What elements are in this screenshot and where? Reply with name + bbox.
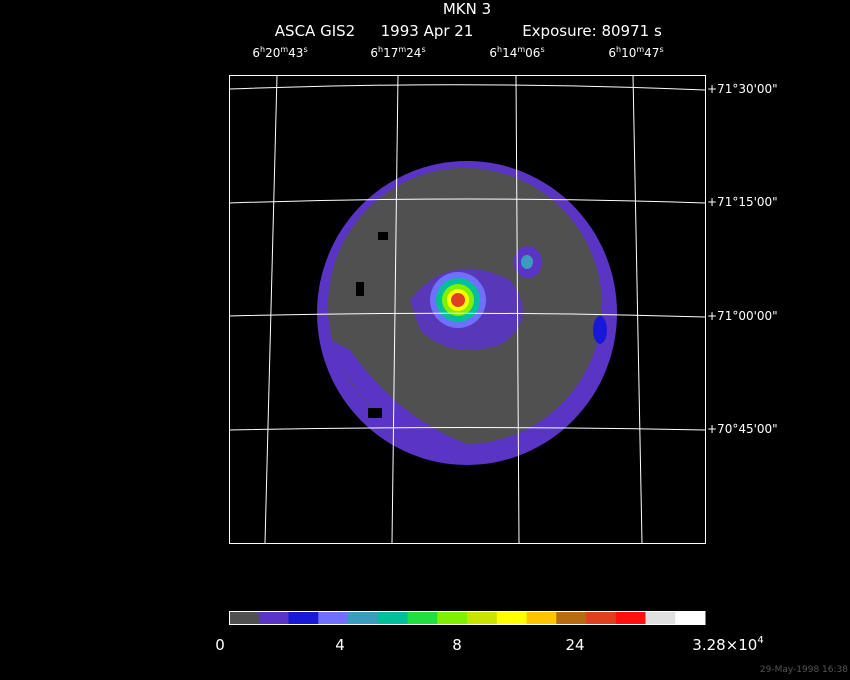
number: 6 (252, 46, 260, 60)
colorbar-segment (437, 611, 468, 625)
colorbar-frame (229, 611, 705, 625)
exposure: Exposure: 80971 s (522, 22, 662, 40)
unit: m (636, 45, 644, 54)
unit: h (378, 45, 383, 54)
colorbar-segment (407, 611, 438, 625)
mantissa: 3.28×10 (692, 636, 757, 654)
unit: m (280, 45, 288, 54)
colorbar-segment (675, 611, 706, 625)
unit: m (517, 45, 525, 54)
timestamp: 29-May-1998 16:38 (760, 665, 848, 675)
exponent: 4 (757, 635, 763, 646)
unit: s (540, 45, 544, 54)
unit: h (616, 45, 621, 54)
ra-label: 6h14m06s (489, 45, 544, 60)
number: 47 (644, 46, 659, 60)
colorbar: 0 4 8 24 3.28×104 (215, 611, 764, 654)
number: 6 (489, 46, 497, 60)
number: 14 (502, 46, 517, 60)
number: 24 (406, 46, 421, 60)
unit: h (497, 45, 502, 54)
number: 06 (525, 46, 540, 60)
unit: h (260, 45, 265, 54)
number: 17 (383, 46, 398, 60)
coordinate-grid (228, 74, 706, 544)
number: 10 (621, 46, 636, 60)
colorbar-segment (318, 611, 349, 625)
dec-label: +71°30'00" (707, 82, 778, 96)
colorbar-segment (467, 611, 498, 625)
instrument: ASCA GIS2 (275, 22, 355, 40)
unit: m (398, 45, 406, 54)
unit: s (303, 45, 307, 54)
colorbar-segment (645, 611, 676, 625)
colorbar-segment (586, 611, 617, 625)
colorbar-segment (377, 611, 408, 625)
colorbar-label: 0 (215, 636, 225, 654)
colorbar-label: 24 (565, 636, 584, 654)
ra-label: 6h17m24s (370, 45, 425, 60)
colorbar-segment (526, 611, 557, 625)
colorbar-segment (229, 611, 260, 625)
title: MKN 3 (443, 0, 491, 18)
colorbar-segment (258, 611, 289, 625)
number: 20 (265, 46, 280, 60)
dec-label: +70°45'00" (707, 422, 778, 436)
unit: s (659, 45, 663, 54)
unit: s (421, 45, 425, 54)
number: 6 (608, 46, 616, 60)
colorbar-segment (556, 611, 587, 625)
dec-label: +71°15'00" (707, 195, 778, 209)
dec-labels: +71°30'00" +71°15'00" +71°00'00" +70°45'00" (707, 82, 778, 436)
colorbar-max-label: 3.28×104 (692, 635, 763, 654)
colorbar-segment (348, 611, 379, 625)
colorbar-label: 8 (452, 636, 462, 654)
dec-label: +71°00'00" (707, 309, 778, 323)
ra-label: 6h20m43s (252, 45, 307, 60)
colorbar-label: 4 (335, 636, 345, 654)
ra-labels: 6h20m43s 6h17m24s 6h14m06s 6h10m47s (252, 45, 663, 60)
ra-label: 6h10m47s (608, 45, 663, 60)
colorbar-segment (496, 611, 527, 625)
number: 6 (370, 46, 378, 60)
date: 1993 Apr 21 (381, 22, 474, 40)
colorbar-segment (615, 611, 646, 625)
number: 43 (288, 46, 303, 60)
colorbar-segment (288, 611, 319, 625)
